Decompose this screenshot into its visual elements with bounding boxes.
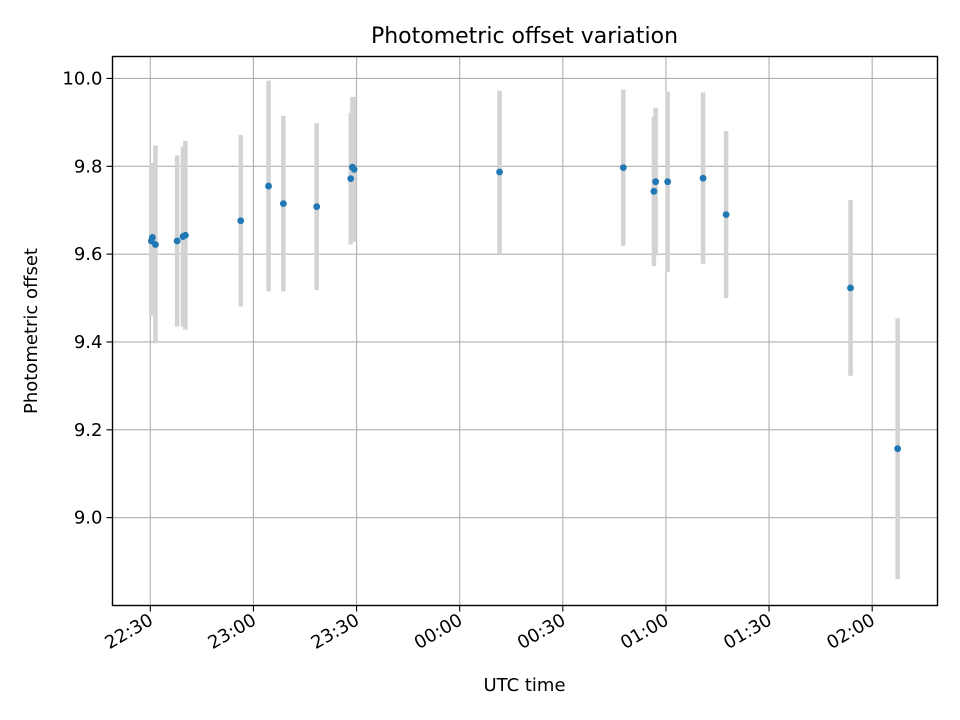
data-point xyxy=(181,231,189,239)
y-axis-label: Photometric offset xyxy=(21,248,42,414)
x-axis-ticks: 22:30 23:00 23:30 00:00 00:30 01:00 01:30 02:00 xyxy=(101,605,879,654)
data-point xyxy=(847,284,854,292)
grid-lines xyxy=(112,56,938,606)
data-point xyxy=(173,237,181,245)
data-point xyxy=(148,234,156,241)
y-tick-label: 9.8 xyxy=(74,156,103,177)
data-point xyxy=(350,165,358,173)
data-point xyxy=(313,203,321,211)
error-bars xyxy=(149,80,900,580)
y-tick-label: 9.2 xyxy=(74,420,103,441)
x-tick-label: 22:30 xyxy=(101,610,156,654)
data-point xyxy=(894,445,902,453)
x-tick-label: 23:30 xyxy=(308,610,363,654)
data-point xyxy=(664,178,672,186)
x-tick-label: 00:30 xyxy=(514,610,569,654)
x-axis-label: UTC time xyxy=(483,675,565,696)
y-tick-label: 9.4 xyxy=(74,332,103,353)
x-tick-label: 23:00 xyxy=(205,610,260,654)
plot-frame xyxy=(111,55,939,607)
x-tick-label: 01:00 xyxy=(617,610,672,654)
y-tick-label: 10.0 xyxy=(62,68,102,89)
x-tick-label: 01:30 xyxy=(720,610,775,654)
data-point xyxy=(650,187,658,195)
data-point xyxy=(619,164,627,172)
data-point xyxy=(699,174,707,182)
data-points xyxy=(147,163,902,453)
data-point xyxy=(496,168,503,176)
y-tick-label: 9.6 xyxy=(74,244,103,265)
data-point xyxy=(237,217,245,225)
data-point xyxy=(265,182,272,190)
data-point xyxy=(722,211,730,219)
data-point xyxy=(347,175,355,182)
y-tick-label: 9.0 xyxy=(74,508,103,529)
data-point xyxy=(279,200,287,208)
chart-title: Photometric offset variation xyxy=(371,24,678,49)
data-point xyxy=(152,241,159,248)
data-point xyxy=(652,178,660,186)
y-axis-ticks: 9.0 9.2 9.4 9.6 9.8 10.0 xyxy=(62,68,113,529)
x-tick-label: 00:00 xyxy=(411,610,466,654)
x-tick-label: 02:00 xyxy=(823,610,878,654)
